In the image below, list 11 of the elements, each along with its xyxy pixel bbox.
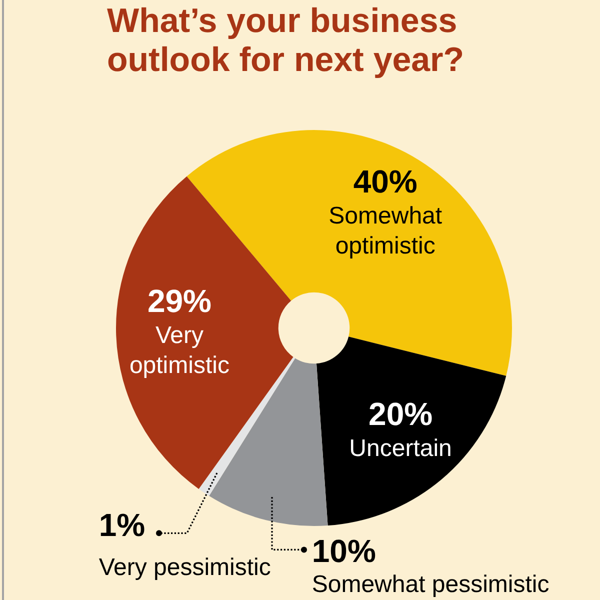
data-label: 1% bbox=[98, 506, 146, 543]
data-label: 10% bbox=[312, 532, 376, 569]
slice-label: Uncertain bbox=[349, 434, 452, 462]
slice-label: Very pessimistic bbox=[98, 554, 271, 581]
slice-label: Somewhat optimistic bbox=[328, 202, 442, 260]
chart-title: What’s your business outlook for next year? bbox=[107, 2, 466, 80]
slice-label: Somewhat pessimistic bbox=[312, 570, 550, 598]
data-label: 29% bbox=[147, 282, 212, 319]
slice-label: Very optimistic bbox=[129, 322, 230, 379]
data-label: 40% bbox=[353, 164, 418, 200]
data-label: 20% bbox=[368, 396, 433, 432]
